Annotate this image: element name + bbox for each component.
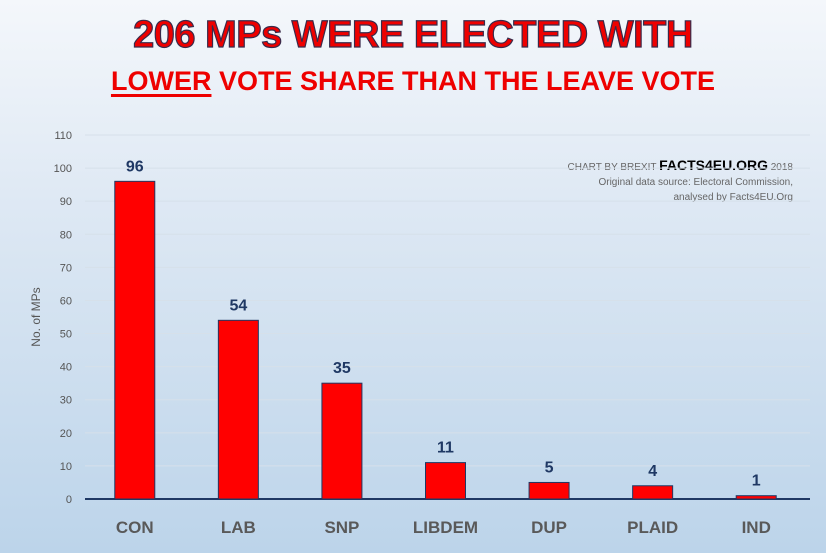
y-tick-label: 60 xyxy=(60,295,72,307)
bar-snp xyxy=(321,382,363,500)
y-tick-label: 100 xyxy=(54,163,72,175)
data-label: 35 xyxy=(333,360,351,377)
chart-subtitle: LOWER VOTE SHARE THAN THE LEAVE VOTE xyxy=(0,66,826,97)
x-tick-label: PLAID xyxy=(627,518,678,537)
data-label: 4 xyxy=(648,463,657,480)
y-axis-label: No. of MPs xyxy=(29,287,43,346)
x-tick-label: LAB xyxy=(221,518,256,537)
data-label: 5 xyxy=(545,459,554,476)
data-label: 54 xyxy=(229,297,247,314)
credit-prefix: CHART BY BREXIT xyxy=(567,162,660,173)
subtitle-rest: VOTE SHARE THAN THE LEAVE VOTE xyxy=(211,66,716,96)
y-tick-label: 80 xyxy=(60,229,72,241)
credit-source: Original data source: Electoral Commissi… xyxy=(598,177,793,188)
x-tick-label: DUP xyxy=(531,518,567,537)
y-tick-label: 50 xyxy=(60,329,72,341)
bar-libdem xyxy=(425,462,466,500)
y-tick-label: 40 xyxy=(60,362,72,374)
data-label: 11 xyxy=(437,440,454,457)
subtitle-emphasis: LOWER xyxy=(110,66,212,96)
y-tick-label: 30 xyxy=(60,395,72,407)
y-tick-label: 20 xyxy=(60,428,72,440)
y-tick-label: 110 xyxy=(54,130,72,142)
y-tick-label: 90 xyxy=(60,196,72,208)
credit-analysis: analysed by Facts4EU.Org xyxy=(673,192,794,203)
credit-note: CHART BY BREXIT FACTS4EU.ORG 2018 Origin… xyxy=(568,158,793,205)
bar-con xyxy=(114,180,156,500)
credit-year: 2018 xyxy=(767,162,793,173)
data-label: 96 xyxy=(126,158,144,175)
y-tick-label: 70 xyxy=(60,262,72,274)
x-tick-label: SNP xyxy=(324,518,359,537)
bar-plaid xyxy=(632,485,674,500)
y-tick-label: 0 xyxy=(66,494,72,506)
x-tick-label: CON xyxy=(116,518,154,537)
credit-brand: FACTS4EU.ORG xyxy=(659,157,768,173)
bar-ind xyxy=(735,495,777,500)
x-tick-label: IND xyxy=(742,518,771,537)
bar-dup xyxy=(528,481,570,500)
data-label: 1 xyxy=(752,473,761,490)
bar-lab xyxy=(217,319,259,500)
x-tick-label: LIBDEM xyxy=(413,518,478,537)
y-tick-label: 10 xyxy=(60,461,72,473)
chart-title: 206 MPs WERE ELECTED WITH xyxy=(133,13,694,56)
